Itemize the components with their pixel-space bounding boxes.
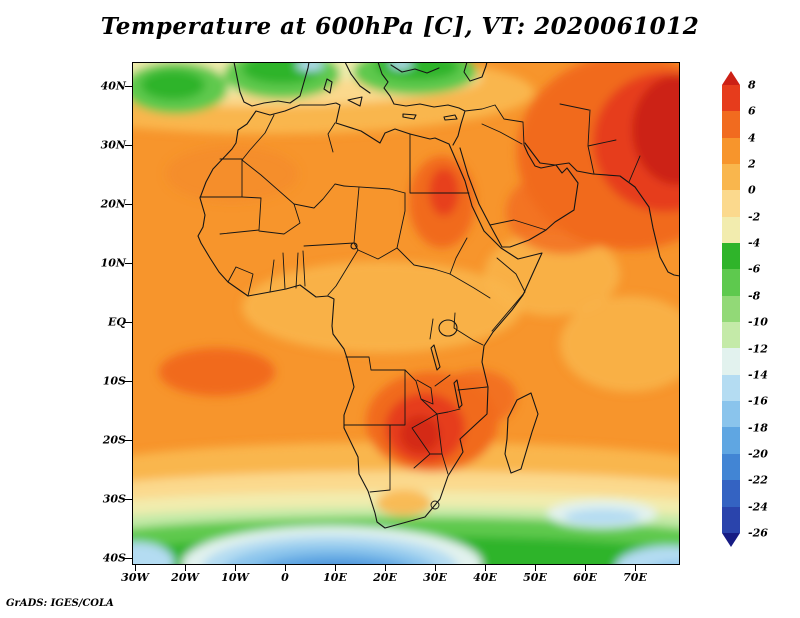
colorbar-segment — [722, 453, 740, 481]
lat-tick-label: 40S — [102, 551, 126, 565]
lon-tick-mark — [335, 565, 336, 571]
lon-tick-label: 30W — [121, 571, 149, 584]
colorbar-segment — [722, 111, 740, 138]
colorbar-label: -20 — [748, 447, 768, 461]
lat-tick-mark — [125, 204, 132, 205]
lon-tick-label: 50E — [523, 571, 547, 584]
colorbar-segment — [722, 480, 740, 507]
colorbar-segment — [722, 137, 740, 165]
colorbar-segment — [722, 374, 740, 402]
colorbar-segment — [722, 164, 740, 191]
lat-tick-mark — [125, 86, 132, 87]
colorbar-segment — [722, 85, 740, 112]
grads-credit: GrADS: IGES/COLA — [6, 598, 114, 609]
contour-fills — [132, 62, 680, 565]
colorbar-arrow-top — [722, 71, 740, 85]
colorbar-segment — [722, 243, 740, 270]
lat-tick-label: 10N — [100, 256, 126, 270]
colorbar-label: -6 — [748, 262, 761, 276]
colorbar-label: -2 — [748, 210, 761, 224]
lat-tick-mark — [125, 145, 132, 146]
lat-tick-label: 20N — [100, 197, 126, 211]
lat-tick-label: 10S — [102, 374, 126, 388]
colorbar-label: -10 — [748, 315, 768, 329]
colorbar-label: 8 — [748, 78, 756, 92]
lat-tick-mark — [125, 322, 132, 323]
colorbar-label: -26 — [748, 526, 768, 540]
lon-tick-mark — [535, 565, 536, 571]
colorbar-label: -8 — [748, 289, 761, 303]
colorbar-label: 6 — [748, 104, 756, 118]
lon-tick-mark — [485, 565, 486, 571]
colorbar-segment — [722, 506, 740, 533]
colorbar-segment — [722, 322, 740, 349]
colorbar-segment — [722, 216, 740, 244]
colorbar-label: 0 — [748, 183, 756, 197]
lon-tick-label: 10W — [221, 571, 249, 584]
colorbar-segment — [722, 427, 740, 454]
colorbar-segment — [722, 401, 740, 428]
lat-tick-mark — [125, 440, 132, 441]
lon-tick-mark — [285, 565, 286, 571]
lon-tick-mark — [185, 565, 186, 571]
colorbar-label: -24 — [748, 500, 768, 514]
lon-tick-mark — [235, 565, 236, 571]
map-area — [132, 62, 680, 565]
map-frame — [132, 62, 680, 565]
colorbar-segment — [722, 295, 740, 323]
africa-temperature-map — [132, 62, 680, 565]
plot-title: Temperature at 600hPa [C], VT: 202006101… — [100, 13, 700, 40]
lon-tick-label: 0 — [281, 571, 289, 584]
colorbar-segment — [722, 190, 740, 217]
colorbar-arrow-bottom — [722, 532, 740, 547]
colorbar-label: -12 — [748, 342, 768, 355]
lon-tick-label: 30E — [423, 571, 447, 584]
colorbar-label: -22 — [748, 473, 768, 487]
lat-tick-mark — [125, 499, 132, 500]
colorbar-label: 2 — [748, 157, 756, 171]
lon-tick-label: 60E — [573, 571, 597, 584]
colorbar-segment — [722, 348, 740, 375]
lon-tick-mark — [385, 565, 386, 571]
colorbar-label: -4 — [748, 236, 761, 250]
lon-tick-mark — [435, 565, 436, 571]
coastlines — [197, 62, 680, 529]
lon-tick-label: 20E — [373, 571, 397, 584]
colorbar: 8 6 4 2 0 -2 -4 -6 -8 -10 -12 -14 -16 -18 -20 -22 -24 -26 — [722, 71, 792, 547]
colorbar-segment — [722, 269, 740, 296]
colorbar-label: -16 — [748, 394, 768, 408]
country-borders — [199, 103, 641, 510]
lon-tick-mark — [585, 565, 586, 571]
lat-tick-label: 30N — [100, 138, 126, 152]
colorbar-label: 4 — [748, 131, 756, 145]
lat-tick-label: EQ — [108, 315, 126, 329]
lat-tick-label: 20S — [102, 433, 126, 447]
lat-tick-mark — [125, 263, 132, 264]
lat-tick-label: 30S — [102, 492, 126, 506]
lon-tick-label: 70E — [623, 571, 647, 584]
lon-tick-mark — [635, 565, 636, 571]
colorbar-label: -18 — [748, 421, 768, 435]
lon-tick-label: 10E — [323, 571, 347, 584]
lon-tick-mark — [135, 565, 136, 571]
lon-tick-label: 40E — [473, 571, 497, 584]
lat-tick-label: 40N — [100, 79, 126, 93]
lat-tick-mark — [125, 381, 132, 382]
lat-tick-mark — [125, 558, 132, 559]
lon-tick-label: 20W — [171, 571, 199, 584]
lakes — [350, 242, 463, 409]
colorbar-label: -14 — [748, 368, 768, 382]
